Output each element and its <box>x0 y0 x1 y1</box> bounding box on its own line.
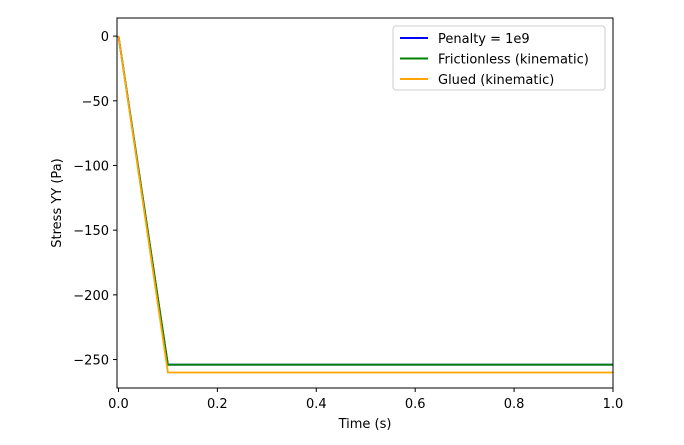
x-tick-label: 0.8 <box>504 397 525 412</box>
legend-label-1: Frictionless (kinematic) <box>438 53 589 68</box>
y-tick-label: 0 <box>101 30 109 45</box>
y-axis-ticks: 0 −50 −100 −150 −200 −250 <box>73 30 117 369</box>
series-line-2 <box>117 35 613 374</box>
y-tick-label: −150 <box>73 224 109 239</box>
x-tick-label: 0.0 <box>108 397 129 412</box>
legend-label-2: Glued (kinematic) <box>438 73 554 88</box>
x-tick-label: 0.6 <box>405 397 426 412</box>
x-tick-label: 1.0 <box>603 397 624 412</box>
y-tick-label: −200 <box>73 289 109 304</box>
x-tick-label: 0.4 <box>306 397 327 412</box>
legend: Penalty = 1e9 Frictionless (kinematic) Glu… <box>392 25 606 91</box>
x-axis-ticks: 0.0 0.2 0.4 0.6 0.8 1.0 <box>108 388 623 412</box>
legend-label-0: Penalty = 1e9 <box>438 32 530 47</box>
y-axis-label: Stress YY (Pa) <box>50 158 65 247</box>
x-axis-label: Time (s) <box>338 417 392 432</box>
plot-frame <box>116 17 614 389</box>
y-tick-label: −250 <box>73 354 109 369</box>
y-tick-label: −100 <box>73 159 109 174</box>
plot-lines <box>117 35 613 374</box>
x-tick-label: 0.2 <box>207 397 228 412</box>
legend-frame <box>392 25 606 91</box>
y-tick-label: −50 <box>82 95 109 110</box>
